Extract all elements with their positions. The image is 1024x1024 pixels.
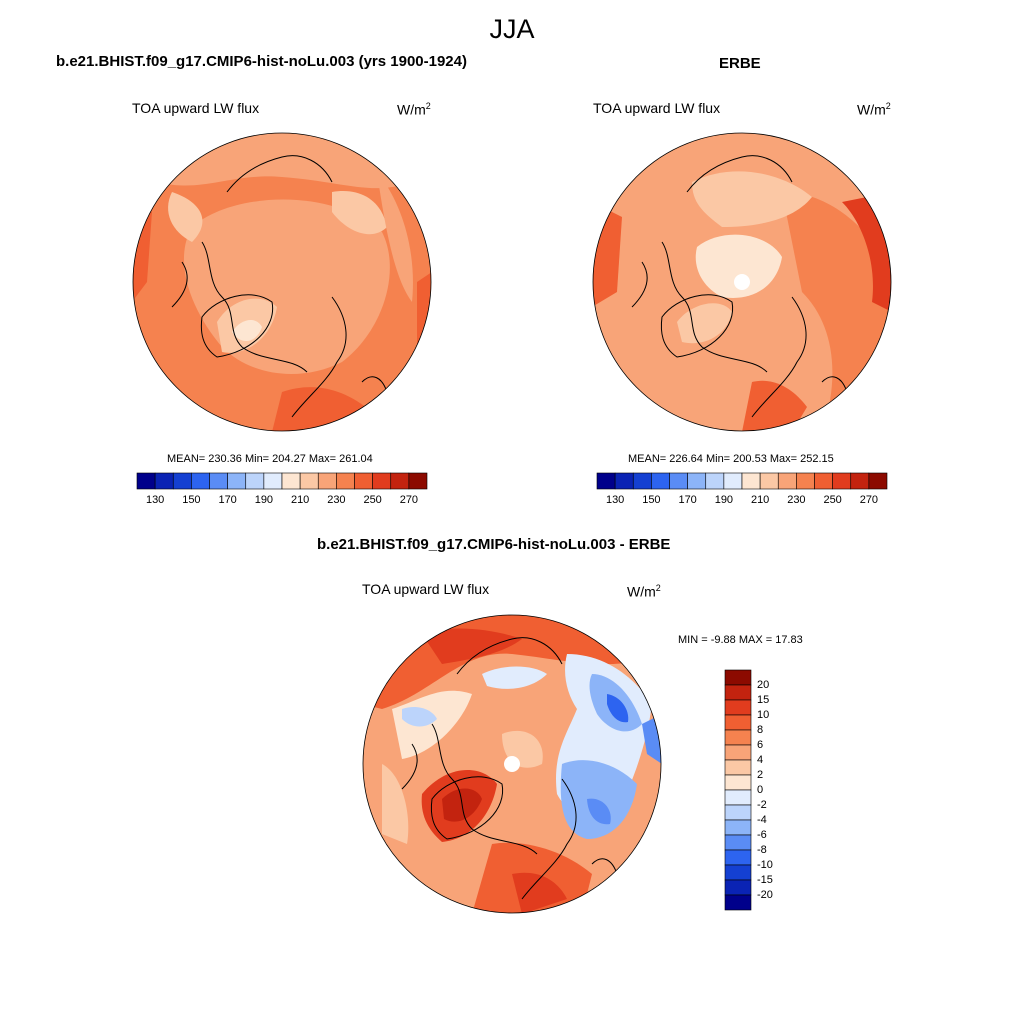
colorbar-swatch bbox=[723, 472, 743, 490]
figure-title: JJA bbox=[489, 14, 535, 44]
colorbar-swatch bbox=[390, 472, 410, 490]
panel-1-title: b.e21.BHIST.f09_g17.CMIP6-hist-noLu.003 … bbox=[56, 53, 467, 70]
colorbar-swatch bbox=[191, 472, 210, 490]
colorbar-tick-label: 10 bbox=[757, 709, 770, 721]
colorbar-swatch bbox=[868, 472, 888, 490]
colorbar-tick-label: 210 bbox=[750, 494, 770, 506]
panel-2-polar-map bbox=[592, 132, 892, 432]
colorbar-tick-label: 15 bbox=[757, 694, 770, 706]
colorbar-swatch bbox=[245, 472, 265, 490]
colorbar-swatch bbox=[336, 472, 355, 490]
colorbar-swatch bbox=[814, 472, 833, 490]
colorbar-tick-label: 150 bbox=[642, 494, 661, 506]
colorbar-swatch bbox=[796, 472, 815, 490]
colorbar-swatch bbox=[408, 472, 428, 490]
panel-3-colorbar bbox=[724, 669, 752, 911]
colorbar-swatch bbox=[777, 472, 797, 490]
panel-2-stats: MEAN= 226.64 Min= 200.53 Max= 252.15 bbox=[628, 453, 834, 465]
colorbar-tick-label: -2 bbox=[757, 799, 767, 811]
panel-1-colorbar bbox=[136, 472, 428, 490]
colorbar-tick-label: -6 bbox=[757, 829, 767, 841]
colorbar-tick-label: 170 bbox=[218, 494, 237, 506]
colorbar-swatch bbox=[209, 472, 228, 490]
colorbar-tick-label: 270 bbox=[399, 494, 419, 506]
colorbar-tick-label: -20 bbox=[757, 889, 773, 901]
colorbar-tick-label: 250 bbox=[823, 494, 842, 506]
panel-2-variable-label: TOA upward LW flux bbox=[593, 100, 721, 116]
colorbar-swatch bbox=[596, 472, 616, 490]
panel-3-unit-label: W/m2 bbox=[627, 583, 661, 600]
colorbar-tick-label: 270 bbox=[859, 494, 879, 506]
colorbar-swatch bbox=[632, 472, 652, 490]
panel-1-variable-label: TOA upward LW flux bbox=[132, 100, 260, 116]
panel-2-title: ERBE bbox=[719, 55, 761, 72]
colorbar-swatch bbox=[136, 472, 156, 490]
colorbar-tick-label: -10 bbox=[757, 859, 773, 871]
colorbar-tick-label: 150 bbox=[182, 494, 201, 506]
panel-2-unit-label: W/m2 bbox=[857, 101, 891, 118]
colorbar-tick-label: 230 bbox=[787, 494, 806, 506]
colorbar-tick-label: -8 bbox=[757, 844, 767, 856]
panel-1-unit-label: W/m2 bbox=[397, 101, 431, 118]
colorbar-swatch bbox=[614, 472, 634, 490]
colorbar-swatch bbox=[651, 472, 670, 490]
panel-2-colorbar bbox=[596, 472, 888, 490]
colorbar-swatch bbox=[263, 472, 283, 490]
colorbar-tick-label: 0 bbox=[757, 784, 764, 796]
colorbar-tick-label: -4 bbox=[757, 814, 767, 826]
colorbar-swatch bbox=[281, 472, 301, 490]
colorbar-swatch bbox=[227, 472, 247, 490]
colorbar-swatch bbox=[705, 472, 725, 490]
colorbar-tick-label: 20 bbox=[757, 679, 770, 691]
colorbar-tick-label: 8 bbox=[757, 724, 764, 736]
colorbar-tick-label: 250 bbox=[363, 494, 382, 506]
panel-3-colorbar-labels: 20 15 10 8 6 4 2 0 -2 -4 -6 -8 -10 -15 -20 bbox=[725, 670, 785, 910]
colorbar-swatch bbox=[172, 472, 192, 490]
panel-1-polar-map bbox=[132, 132, 432, 432]
colorbar-swatch bbox=[154, 472, 174, 490]
colorbar-tick-label: 190 bbox=[254, 494, 274, 506]
colorbar-swatch bbox=[724, 894, 752, 911]
colorbar-tick-label: 170 bbox=[678, 494, 697, 506]
colorbar-tick-label: 130 bbox=[605, 494, 625, 506]
colorbar-swatch bbox=[354, 472, 373, 490]
colorbar-tick-label: 190 bbox=[714, 494, 734, 506]
colorbar-tick-label: 130 bbox=[145, 494, 165, 506]
panel-3-stats: MIN = -9.88 MAX = 17.83 bbox=[678, 634, 803, 646]
panel-1-stats: MEAN= 230.36 Min= 204.27 Max= 261.04 bbox=[167, 453, 373, 465]
panel-1-colorbar-labels: 130 150 170 190 210 230 250 270 bbox=[137, 494, 427, 508]
colorbar-tick-label: 230 bbox=[327, 494, 346, 506]
colorbar-swatch bbox=[850, 472, 870, 490]
panel-3-title: b.e21.BHIST.f09_g17.CMIP6-hist-noLu.003 … bbox=[317, 536, 671, 553]
colorbar-swatch bbox=[687, 472, 707, 490]
colorbar-tick-label: -15 bbox=[757, 874, 773, 886]
panel-2-colorbar-labels: 130 150 170 190 210 230 250 270 bbox=[597, 494, 887, 508]
panel-3-variable-label: TOA upward LW flux bbox=[362, 581, 490, 597]
colorbar-swatch bbox=[669, 472, 688, 490]
colorbar-tick-label: 210 bbox=[290, 494, 310, 506]
colorbar-swatch bbox=[832, 472, 852, 490]
panel-3-polar-map bbox=[362, 614, 662, 914]
colorbar-swatch bbox=[299, 472, 319, 490]
colorbar-tick-label: 6 bbox=[757, 739, 764, 751]
colorbar-swatch bbox=[741, 472, 761, 490]
colorbar-tick-label: 4 bbox=[757, 754, 764, 766]
colorbar-swatch bbox=[372, 472, 392, 490]
colorbar-tick-label: 2 bbox=[757, 769, 764, 781]
colorbar-swatch bbox=[317, 472, 337, 490]
colorbar-swatch bbox=[759, 472, 779, 490]
